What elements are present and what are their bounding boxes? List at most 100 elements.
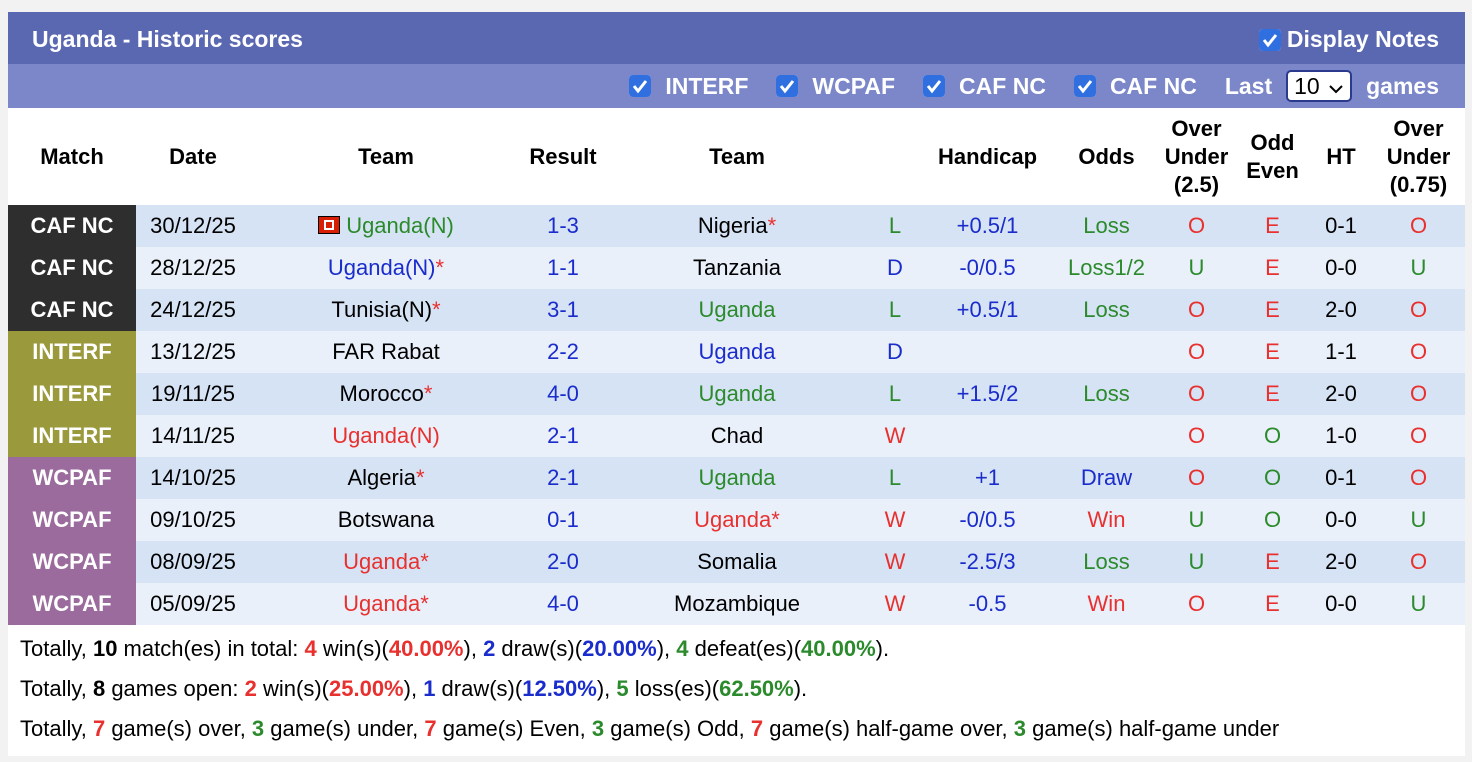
competition-badge: WCPAF: [8, 457, 136, 499]
summary-count: 1: [423, 676, 436, 701]
title: Uganda - Historic scores: [32, 26, 303, 52]
panel: Uganda - Historic scores Display Notes I…: [8, 12, 1465, 756]
odds-result: [1055, 415, 1158, 457]
filter[interactable]: INTERF: [629, 73, 748, 100]
last-label: Last: [1224, 72, 1273, 99]
away-team: Uganda: [698, 297, 776, 322]
display-notes[interactable]: Display Notes: [1258, 26, 1439, 53]
home-team-cell: Botswana: [250, 499, 522, 541]
odd-even: O: [1235, 457, 1310, 499]
over-under: O: [1158, 289, 1235, 331]
neutral-star: *: [415, 465, 425, 490]
match-row: WCPAF 08/09/25 Uganda* 2-0 Somalia W -2.5/3 Los…: [8, 541, 1465, 583]
odd-even: O: [1235, 499, 1310, 541]
summary-count: 3: [591, 716, 605, 741]
outcome: W: [870, 415, 920, 457]
match-row: INTERF 14/11/25 Uganda(N) 2-1 Chad W O O 1-0 O: [8, 415, 1465, 457]
date: 30/12/25: [136, 205, 250, 247]
date: 14/11/25: [136, 415, 250, 457]
summary-text: Totally,: [20, 716, 93, 741]
result: 3-1: [522, 289, 604, 331]
summary-count: 7: [92, 716, 106, 741]
away-team: Somalia: [697, 549, 777, 574]
home-team: Botswana: [337, 507, 435, 532]
neutral-star: *: [432, 297, 441, 322]
handicap: +1: [920, 457, 1055, 499]
handicap: [920, 331, 1055, 373]
filter[interactable]: WCPAF: [776, 73, 895, 100]
checkbox[interactable]: [629, 75, 652, 97]
games-select[interactable]: 10: [1286, 70, 1353, 102]
away-team-cell: Chad: [604, 415, 870, 457]
checkbox[interactable]: [776, 75, 799, 97]
home-team: FAR Rabat: [332, 339, 440, 364]
half-time: 0-1: [1310, 457, 1372, 499]
title-bar: Uganda - Historic scores Display Notes: [8, 12, 1465, 64]
home-team-cell: Algeria*: [250, 457, 522, 499]
over-under-ht: O: [1372, 205, 1465, 247]
filter[interactable]: CAF NC: [923, 73, 1046, 100]
competition-badge: CAF NC: [8, 205, 136, 247]
summary-text: ),: [403, 676, 424, 701]
match-row: WCPAF 05/09/25 Uganda* 4-0 Mozambique W -0.5 Wi…: [8, 583, 1465, 625]
over-under: U: [1158, 541, 1235, 583]
over-under: O: [1158, 331, 1235, 373]
match-row: CAF NC 24/12/25 Tunisia(N)* 3-1 Uganda L +0.5/…: [8, 289, 1465, 331]
away-team-cell: Uganda: [604, 373, 870, 415]
check-icon: [1258, 28, 1281, 51]
neutral-star: *: [423, 381, 433, 406]
result: 1-1: [522, 247, 604, 289]
home-team: Tunisia(N): [331, 297, 433, 322]
away-team: Tanzania: [692, 255, 782, 280]
over-under-ht: O: [1372, 373, 1465, 415]
dropdown-arrow: [1328, 73, 1344, 100]
outcome: D: [870, 331, 920, 373]
home-team: Uganda(N): [332, 423, 440, 448]
away-team-cell: Uganda*: [604, 499, 870, 541]
date: 08/09/25: [136, 541, 250, 583]
odd-even: E: [1235, 247, 1310, 289]
summary-count: 2: [483, 636, 496, 661]
away-team-cell: Uganda: [604, 457, 870, 499]
select-value: 10: [1294, 72, 1320, 99]
summary-text: draw(s)(: [435, 676, 523, 701]
odd-even: E: [1235, 373, 1310, 415]
summary-text: game(s) half-game over,: [763, 716, 1014, 741]
home-team: Uganda: [343, 591, 421, 616]
match-row: CAF NC 30/12/25 Uganda(N) 1-3 Nigeria* L +0.5/…: [8, 205, 1465, 247]
summary-text: ),: [463, 636, 484, 661]
result: 0-1: [522, 499, 604, 541]
summary-text: Totally,: [20, 676, 93, 701]
away-team: Chad: [710, 423, 764, 448]
date: 28/12/25: [136, 247, 250, 289]
odds-result: Loss: [1055, 205, 1158, 247]
checkbox[interactable]: [1073, 75, 1096, 97]
summary-text: ).: [793, 676, 808, 701]
over-under-ht: O: [1372, 415, 1465, 457]
checkbox[interactable]: [1258, 28, 1281, 51]
home-team-cell: Uganda(N)*: [250, 247, 522, 289]
outcome: D: [870, 247, 920, 289]
handicap: +0.5/1: [920, 205, 1055, 247]
home-team: Uganda(N): [346, 213, 454, 238]
filter-label: INTERF: [665, 72, 749, 99]
column-header: Match: [40, 143, 104, 169]
outcome: W: [870, 583, 920, 625]
away-team-cell: Mozambique: [604, 583, 870, 625]
odds-result: Loss: [1055, 541, 1158, 583]
outcome: L: [870, 289, 920, 331]
summary-count: 20.00%: [582, 636, 657, 661]
home-team-cell: Uganda(N): [250, 205, 522, 247]
check-icon: [923, 75, 946, 97]
column-header: Odds: [1078, 143, 1135, 169]
over-under-ht: O: [1372, 331, 1465, 373]
over-under: U: [1158, 499, 1235, 541]
over-under: U: [1158, 247, 1235, 289]
checkbox[interactable]: [923, 75, 946, 97]
filter[interactable]: CAF NC: [1073, 73, 1197, 100]
home-team-cell: Uganda*: [250, 583, 522, 625]
half-time: 0-0: [1310, 499, 1372, 541]
competition-badge: WCPAF: [8, 583, 136, 625]
summary-count: 4: [304, 636, 317, 661]
summary-text: win(s)(: [256, 676, 329, 701]
